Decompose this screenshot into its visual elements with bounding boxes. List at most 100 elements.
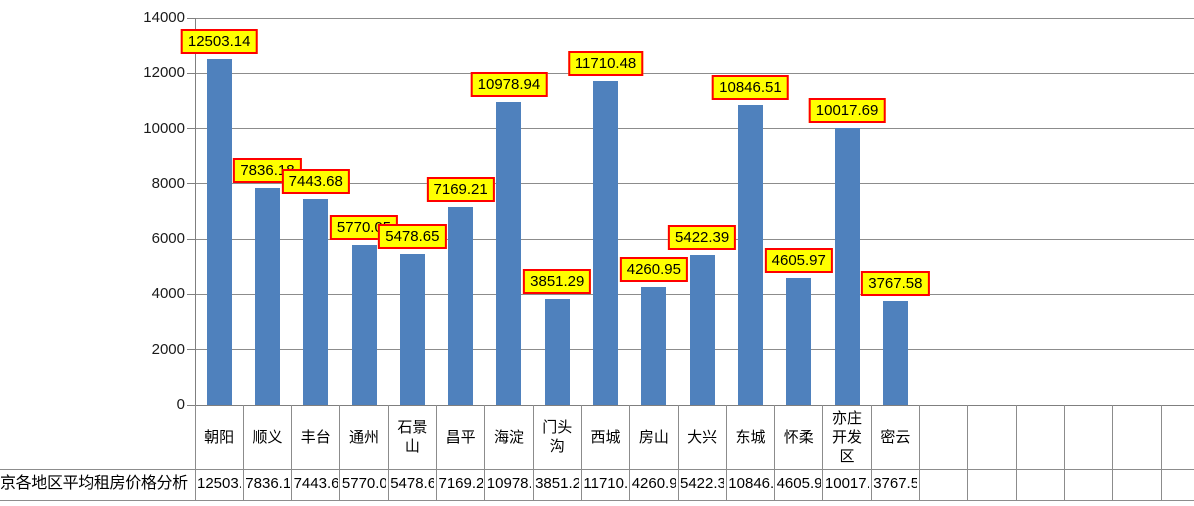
- bar[interactable]: [399, 253, 425, 405]
- data-table-border: [725, 405, 727, 500]
- data-label[interactable]: 4260.95: [619, 257, 688, 283]
- bar[interactable]: [834, 128, 860, 405]
- y-axis-tick-label: 6000: [151, 230, 185, 248]
- table-value-cell: 7836.1: [245, 475, 290, 492]
- category-label: 门头 沟: [542, 419, 573, 455]
- table-value-cell: 4605.9: [776, 475, 821, 492]
- bar[interactable]: [786, 277, 812, 405]
- category-label: 通州: [349, 428, 380, 446]
- y-axis-tick-label: 0: [176, 396, 185, 413]
- data-table-border: [1160, 405, 1162, 500]
- data-label[interactable]: 12503.14: [180, 29, 258, 55]
- bar[interactable]: [254, 188, 280, 405]
- y-axis-tick: [187, 293, 195, 295]
- data-table-border: [1015, 405, 1017, 500]
- category-label: 怀柔: [783, 428, 814, 446]
- category-label: 西城: [590, 428, 621, 446]
- bar[interactable]: [206, 59, 232, 405]
- data-table-border: [677, 405, 679, 500]
- data-table-border: [1063, 405, 1065, 500]
- gridline: [195, 17, 1194, 19]
- bar[interactable]: [544, 298, 570, 405]
- data-table-border: [532, 405, 534, 500]
- data-table-series-name: 京各地区平均租房价格分析: [0, 475, 188, 492]
- data-label[interactable]: 3851.29: [523, 268, 592, 294]
- y-axis-tick: [187, 183, 195, 185]
- table-value-cell: 5422.3: [680, 475, 725, 492]
- bar[interactable]: [882, 300, 908, 405]
- table-value-cell: 10017.: [824, 475, 870, 492]
- gridline: [195, 128, 1194, 130]
- bar[interactable]: [303, 199, 329, 405]
- data-label[interactable]: 10846.51: [712, 75, 789, 101]
- data-label[interactable]: 7443.68: [281, 169, 350, 195]
- data-label[interactable]: 5422.39: [668, 225, 737, 251]
- gridline: [195, 183, 1194, 185]
- data-table-border: [1112, 405, 1114, 500]
- data-table-border: [0, 468, 1194, 470]
- category-label: 海淀: [493, 428, 524, 446]
- category-label: 昌平: [445, 428, 476, 446]
- y-axis-tick-label: 14000: [143, 9, 185, 26]
- table-value-cell: 5770.0: [341, 475, 387, 492]
- bar[interactable]: [641, 287, 667, 405]
- data-table-border: [774, 405, 776, 500]
- y-axis-tick-label: 4000: [151, 285, 185, 303]
- y-axis-tick: [187, 72, 195, 74]
- table-value-cell: 7169.2: [438, 475, 483, 492]
- data-table-border: [580, 405, 582, 500]
- table-value-cell: 11710.: [583, 475, 628, 492]
- table-value-cell: 3851.2: [535, 475, 580, 492]
- data-table-border: [194, 405, 196, 500]
- table-value-cell: 10846.: [728, 475, 773, 492]
- data-table-border: [0, 499, 1194, 501]
- table-value-cell: 5478.6: [390, 475, 435, 492]
- y-axis-tick: [187, 238, 195, 240]
- data-table-border: [387, 405, 389, 500]
- data-table-border: [967, 405, 969, 500]
- bar[interactable]: [689, 255, 715, 405]
- data-label[interactable]: 10017.69: [808, 98, 886, 124]
- y-axis-tick-label: 8000: [151, 174, 185, 192]
- x-axis-line: [195, 404, 1194, 406]
- bar[interactable]: [737, 105, 763, 405]
- data-label[interactable]: 5478.65: [378, 223, 447, 249]
- data-label[interactable]: 3767.58: [861, 270, 930, 296]
- bar[interactable]: [448, 206, 474, 405]
- table-value-cell: 3767.5: [873, 475, 918, 492]
- bar[interactable]: [496, 101, 522, 405]
- table-value-cell: 7443.6: [293, 475, 338, 492]
- y-axis-tick: [187, 404, 195, 406]
- y-axis-tick-label: 2000: [151, 340, 185, 358]
- bar[interactable]: [593, 81, 619, 405]
- y-axis-tick-label: 10000: [143, 119, 185, 137]
- data-table-border: [629, 405, 631, 500]
- category-label: 东城: [735, 428, 766, 446]
- data-label[interactable]: 10978.94: [470, 71, 548, 97]
- table-value-cell: 12503.: [197, 475, 242, 492]
- bar[interactable]: [351, 245, 377, 405]
- data-table-border: [822, 405, 824, 500]
- data-table-border: [242, 405, 244, 500]
- category-label: 亦庄 开发 区: [832, 409, 863, 465]
- gridline: [195, 72, 1194, 74]
- data-label[interactable]: 4605.97: [764, 247, 833, 273]
- category-label: 丰台: [300, 428, 331, 446]
- data-label[interactable]: 11710.48: [567, 51, 644, 77]
- category-label: 顺义: [252, 428, 283, 446]
- category-label: 房山: [638, 428, 669, 446]
- category-label: 石景 山: [397, 419, 428, 455]
- data-label[interactable]: 7169.21: [426, 176, 495, 202]
- y-axis-tick-label: 12000: [143, 64, 185, 82]
- table-value-cell: 4260.9: [631, 475, 676, 492]
- y-axis-tick: [187, 349, 195, 351]
- category-label: 密云: [880, 428, 911, 446]
- category-label: 大兴: [687, 428, 718, 446]
- y-axis-tick: [187, 17, 195, 19]
- data-table-border: [919, 405, 920, 500]
- y-axis-tick: [187, 128, 195, 130]
- data-table-border: [484, 405, 486, 500]
- data-table-border: [339, 405, 341, 500]
- y-axis-line: [195, 18, 196, 405]
